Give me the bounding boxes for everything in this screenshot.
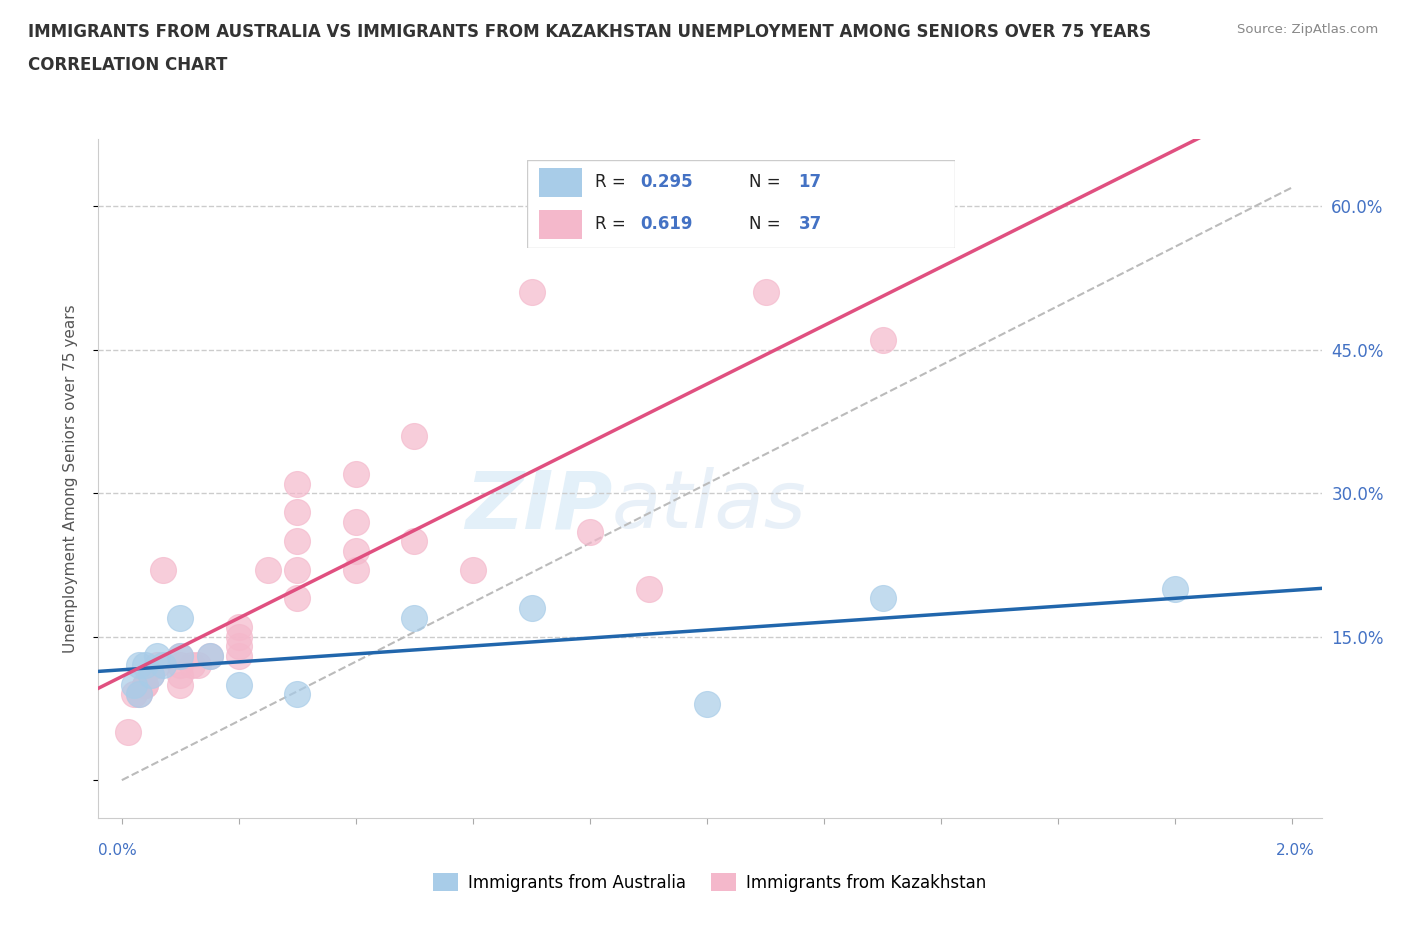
Point	[1164, 581, 1187, 596]
Text: 2.0%: 2.0%	[1275, 844, 1315, 858]
Point	[152, 563, 174, 578]
Point	[228, 677, 250, 692]
Text: Source: ZipAtlas.com: Source: ZipAtlas.com	[1237, 23, 1378, 36]
Point	[139, 668, 162, 683]
Point	[187, 658, 209, 672]
Text: IMMIGRANTS FROM AUSTRALIA VS IMMIGRANTS FROM KAZAKHSTAN UNEMPLOYMENT AMONG SENIO: IMMIGRANTS FROM AUSTRALIA VS IMMIGRANTS …	[28, 23, 1152, 41]
Point	[128, 686, 150, 701]
Point	[344, 563, 367, 578]
Point	[169, 677, 191, 692]
Point	[696, 697, 718, 711]
Point	[128, 686, 150, 701]
Point	[287, 476, 309, 491]
Point	[404, 534, 426, 549]
Point	[198, 648, 221, 663]
Point	[404, 429, 426, 444]
Point	[287, 505, 309, 520]
Point	[169, 648, 191, 663]
Point	[287, 563, 309, 578]
Point	[579, 525, 602, 539]
Point	[755, 286, 778, 300]
Y-axis label: Unemployment Among Seniors over 75 years: Unemployment Among Seniors over 75 years	[63, 305, 77, 653]
Point	[134, 658, 156, 672]
Point	[146, 648, 169, 663]
Legend: Immigrants from Australia, Immigrants from Kazakhstan: Immigrants from Australia, Immigrants fr…	[427, 867, 993, 898]
Point	[637, 581, 659, 596]
Text: CORRELATION CHART: CORRELATION CHART	[28, 56, 228, 73]
Text: 0.0%: 0.0%	[98, 844, 138, 858]
Text: ZIP: ZIP	[465, 467, 612, 545]
Point	[228, 619, 250, 634]
Point	[169, 610, 191, 625]
Point	[198, 648, 221, 663]
Point	[146, 658, 169, 672]
Point	[134, 677, 156, 692]
Point	[122, 677, 145, 692]
Point	[257, 563, 280, 578]
Point	[181, 658, 204, 672]
Point	[169, 658, 191, 672]
Point	[461, 563, 484, 578]
Text: atlas: atlas	[612, 467, 807, 545]
Point	[122, 686, 145, 701]
Point	[169, 648, 191, 663]
Point	[134, 677, 156, 692]
Point	[117, 724, 139, 739]
Point	[228, 630, 250, 644]
Point	[139, 668, 162, 683]
Point	[872, 333, 894, 348]
Point	[287, 686, 309, 701]
Point	[152, 658, 174, 672]
Point	[287, 591, 309, 606]
Point	[872, 591, 894, 606]
Point	[344, 467, 367, 482]
Point	[344, 543, 367, 558]
Point	[404, 610, 426, 625]
Point	[520, 601, 543, 616]
Point	[169, 668, 191, 683]
Point	[287, 534, 309, 549]
Point	[344, 514, 367, 529]
Point	[128, 658, 150, 672]
Point	[228, 639, 250, 654]
Point	[228, 648, 250, 663]
Point	[520, 286, 543, 300]
